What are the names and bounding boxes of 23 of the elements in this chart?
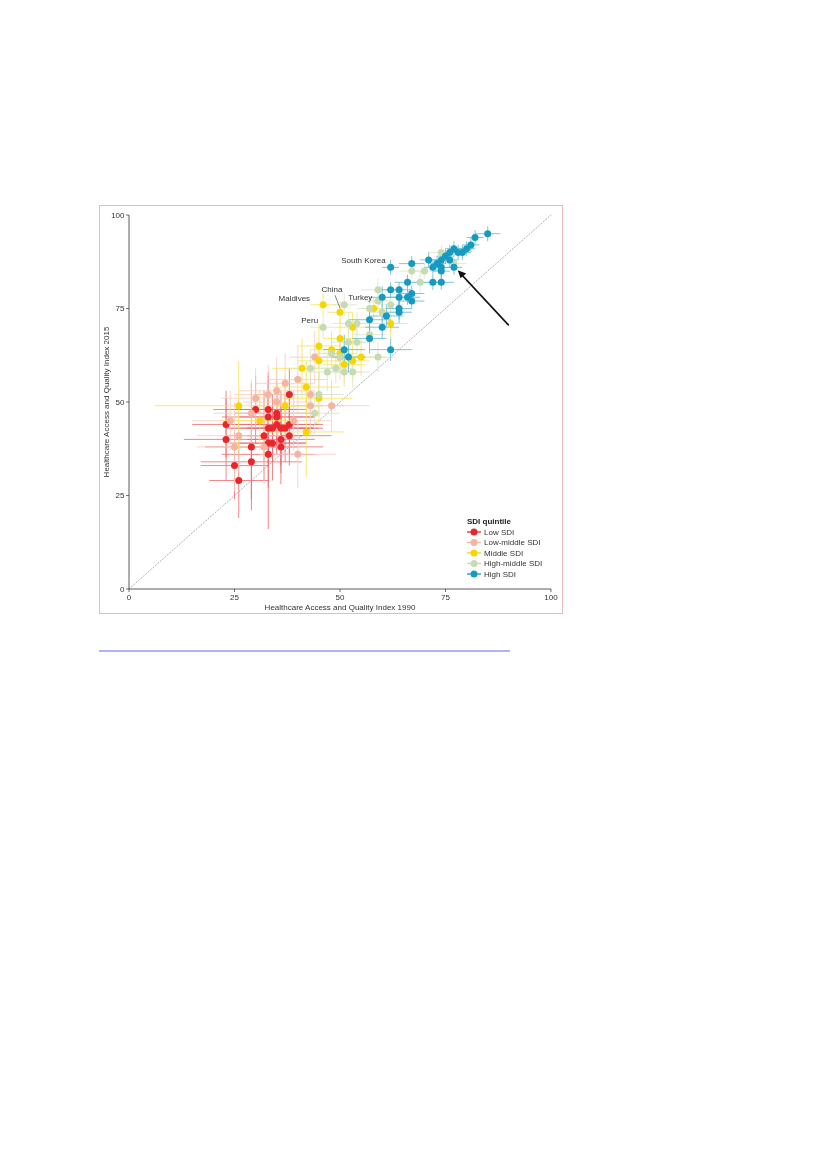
legend-label: Low SDI — [484, 527, 515, 537]
y-tick-label: 0 — [120, 584, 126, 594]
legend-label: High-middle SDI — [484, 559, 543, 569]
annotation: Turkey — [348, 293, 373, 303]
y-tick-label: 75 — [115, 304, 126, 314]
x-tick-label: 75 — [441, 593, 451, 602]
y-tick-label: 50 — [115, 397, 126, 407]
x-axis-title: Healthcare Access and Quality Index 1990 — [264, 603, 416, 612]
legend-title: SDI quintile — [467, 517, 512, 526]
y-tick-label: 25 — [115, 491, 126, 501]
annotation: China — [321, 285, 343, 295]
legend-label: Middle SDI — [484, 548, 524, 558]
x-tick-label: 25 — [230, 593, 240, 602]
x-tick-label: 50 — [335, 593, 345, 602]
x-tick-label: 0 — [126, 593, 132, 602]
annotation: Maldives — [278, 293, 311, 303]
legend-label: Low-middle SDI — [484, 538, 541, 548]
y-tick-label: 100 — [111, 210, 126, 220]
annotation: South Korea — [341, 256, 387, 266]
y-axis-title: Healthcare Access and Quality Index 2015 — [102, 326, 111, 478]
x-tick-label: 100 — [544, 593, 559, 602]
legend-label: High SDI — [484, 569, 517, 579]
annotation: Peru — [301, 316, 319, 326]
